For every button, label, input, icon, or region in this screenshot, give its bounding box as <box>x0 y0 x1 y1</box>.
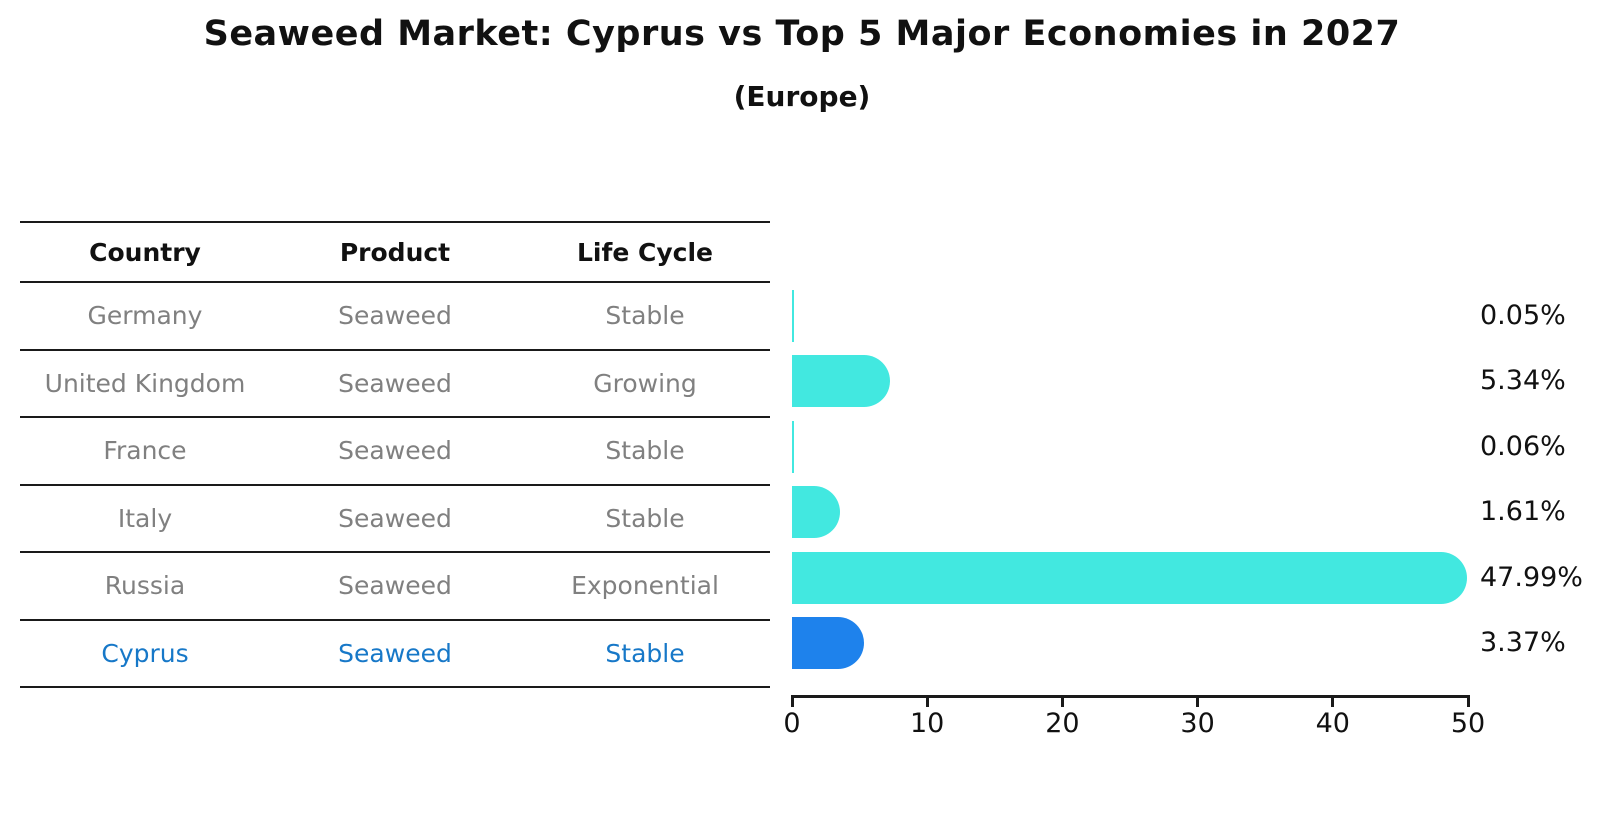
product-cell: Seaweed <box>338 301 452 331</box>
value-label-united-kingdom: 5.34% <box>1480 365 1566 397</box>
x-tick-mark-30 <box>1196 698 1200 707</box>
country-cell: France <box>103 436 187 466</box>
country-table: Country Product Life Cycle Germany Seaweed S… <box>20 221 770 688</box>
bar-france <box>792 420 794 473</box>
chart-title: Seaweed Market: Cyprus vs Top 5 Major Ec… <box>203 14 1401 54</box>
life-cycle-cell: Stable <box>605 503 685 533</box>
value-label-germany: 0.05% <box>1480 299 1566 331</box>
value-label-italy: 1.61% <box>1480 496 1566 528</box>
life-cycle-cell: Stable <box>605 301 685 331</box>
bar-united-kingdom <box>792 355 891 408</box>
column-header-life-cycle: Life Cycle <box>576 237 714 267</box>
life-cycle-cell: Stable <box>605 638 685 668</box>
bar-russia <box>792 551 1467 604</box>
x-tick-label-40: 40 <box>1315 708 1350 739</box>
table-row-france: France Seaweed Stable <box>20 418 770 486</box>
x-tick-label-30: 30 <box>1180 708 1215 739</box>
value-label-france: 0.06% <box>1480 430 1566 462</box>
country-cell: Russia <box>104 571 186 601</box>
column-header-product: Product <box>339 237 451 267</box>
value-label-cyprus: 3.37% <box>1480 627 1566 659</box>
table-row-cyprus: Cyprus Seaweed Stable <box>20 621 770 688</box>
life-cycle-cell: Stable <box>605 436 685 466</box>
x-tick-mark-50 <box>1466 698 1470 707</box>
x-tick-label-0: 0 <box>783 708 801 739</box>
product-cell: Seaweed <box>338 571 452 601</box>
table-row-italy: Italy Seaweed Stable <box>20 486 770 553</box>
x-tick-label-50: 50 <box>1450 708 1486 739</box>
table-body: Germany Seaweed Stable United Kingdom Seawee… <box>20 283 770 688</box>
life-cycle-cell: Growing <box>593 368 697 398</box>
column-header-country: Country <box>89 237 201 267</box>
table-row-germany: Germany Seaweed Stable <box>20 283 770 351</box>
table-row-united-kingdom: United Kingdom Seaweed Growing <box>20 351 770 418</box>
table-row-russia: Russia Seaweed Exponential <box>20 553 770 621</box>
country-cell: Germany <box>87 301 203 331</box>
life-cycle-cell: Exponential <box>571 571 719 601</box>
country-cell: Cyprus <box>101 638 189 668</box>
table-header-row: Country Product Life Cycle <box>20 221 770 283</box>
bar-germany <box>792 289 794 342</box>
product-cell: Seaweed <box>338 638 452 668</box>
bar-cyprus <box>792 617 864 670</box>
x-tick-mark-10 <box>925 698 929 707</box>
x-tick-mark-0 <box>790 698 794 707</box>
country-cell: United Kingdom <box>44 368 246 398</box>
bar-italy <box>792 486 840 539</box>
chart-subtitle: (Europe) <box>733 80 871 113</box>
x-tick-mark-20 <box>1060 698 1064 707</box>
x-tick-label-20: 20 <box>1045 708 1080 739</box>
x-axis-line <box>791 695 1470 698</box>
x-tick-label-10: 10 <box>910 708 945 739</box>
country-cell: Italy <box>117 503 173 533</box>
product-cell: Seaweed <box>338 503 452 533</box>
x-tick-mark-40 <box>1331 698 1335 707</box>
product-cell: Seaweed <box>338 436 452 466</box>
value-label-russia: 47.99% <box>1480 561 1583 593</box>
product-cell: Seaweed <box>338 368 452 398</box>
